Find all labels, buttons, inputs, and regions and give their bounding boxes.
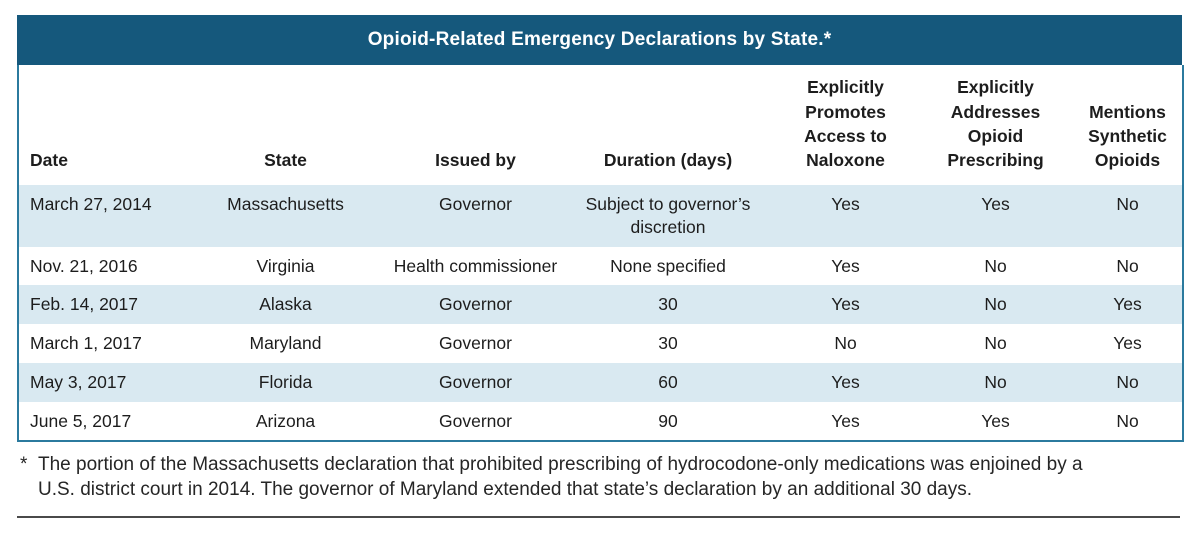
footnote-text: The portion of the Massachusetts declara… (38, 454, 1083, 501)
cell-state: Alaska (259, 294, 312, 315)
cell-naloxone: Yes (831, 294, 860, 315)
column-header-duration: Duration (days) (563, 65, 773, 185)
cell-duration: None specified (610, 255, 726, 276)
cell-duration: 90 (658, 410, 678, 431)
cell-synthetic: Yes (1113, 294, 1142, 315)
cell-issued_by: Governor (439, 371, 512, 392)
table-row: June 5, 2017 Arizona Governor 90 Yes Yes No (18, 402, 1183, 442)
cell-state: Virginia (256, 255, 315, 276)
cell-state: Florida (258, 371, 313, 392)
cell-state: Arizona (255, 410, 316, 431)
table-row: March 1, 2017 Maryland Governor 30 No No Yes (18, 324, 1183, 363)
cell-naloxone: Yes (831, 371, 860, 392)
cell-issued_by: Governor (439, 333, 512, 353)
cell-date: May 3, 2017 (30, 371, 127, 392)
table-title: Opioid-Related Emergency Declarations by… (367, 29, 832, 50)
cell-synthetic: No (1116, 371, 1139, 392)
cell-prescribing: Yes (981, 194, 1010, 214)
declarations-table: Date State Issued by Duration (days) Explici… (17, 65, 1184, 443)
cell-issued_by: Governor (439, 294, 512, 315)
cell-date: March 27, 2014 (30, 194, 152, 214)
column-header-state: State (183, 65, 388, 185)
cell-duration: Subject to governor’s discretion (585, 194, 751, 237)
cell-naloxone: Yes (831, 194, 860, 214)
cell-synthetic: No (1116, 410, 1139, 431)
cell-issued_by: Health commissioner (393, 255, 558, 276)
cell-state: Massachusetts (227, 194, 344, 214)
column-header-issued_by: Issued by (388, 65, 563, 185)
table-row: March 27, 2014 Massachusetts Governor Subje… (18, 185, 1183, 247)
cell-issued_by: Governor (439, 410, 512, 431)
table-body: March 27, 2014 Massachusetts Governor Subje… (18, 185, 1183, 441)
cell-state: Maryland (249, 333, 322, 353)
table-row: Nov. 21, 2016 Virginia Health commissioner… (18, 247, 1183, 286)
footnote: * The portion of the Massachusetts decla… (20, 452, 1175, 502)
cell-duration: 30 (658, 294, 678, 315)
cell-prescribing: No (984, 255, 1007, 276)
cell-prescribing: Yes (981, 410, 1010, 431)
table-figure: Opioid-Related Emergency Declarations by… (17, 15, 1184, 443)
cell-synthetic: No (1116, 255, 1139, 276)
cell-duration: 60 (658, 371, 678, 392)
cell-naloxone: Yes (831, 255, 860, 276)
cell-issued_by: Governor (439, 194, 512, 214)
column-header-synthetic: Mentions Synthetic Opioids (1073, 65, 1183, 185)
cell-date: Feb. 14, 2017 (30, 294, 138, 315)
column-header-prescribing: Explicitly Addresses Opioid Prescribing (918, 65, 1073, 185)
cell-prescribing: No (984, 371, 1007, 392)
table-row: Feb. 14, 2017 Alaska Governor 30 Yes No Yes (18, 285, 1183, 324)
bottom-rule (17, 516, 1180, 518)
footnote-marker: * (20, 454, 28, 475)
cell-naloxone: No (834, 333, 857, 353)
cell-date: March 1, 2017 (30, 333, 142, 353)
cell-synthetic: No (1116, 194, 1139, 214)
table-title-bar: Opioid-Related Emergency Declarations by… (17, 15, 1182, 65)
header-row: Date State Issued by Duration (days) Explici… (18, 65, 1183, 185)
cell-duration: 30 (658, 333, 678, 353)
column-header-naloxone: Explicitly Promotes Access to Naloxone (773, 65, 918, 185)
cell-date: Nov. 21, 2016 (30, 255, 138, 276)
column-header-date: Date (18, 65, 183, 185)
cell-prescribing: No (984, 294, 1007, 315)
cell-date: June 5, 2017 (30, 410, 132, 431)
cell-prescribing: No (984, 333, 1007, 353)
table-row: May 3, 2017 Florida Governor 60 Yes No No (18, 362, 1183, 402)
cell-naloxone: Yes (831, 410, 860, 431)
table-header: Date State Issued by Duration (days) Explici… (18, 65, 1183, 185)
cell-synthetic: Yes (1113, 333, 1142, 353)
